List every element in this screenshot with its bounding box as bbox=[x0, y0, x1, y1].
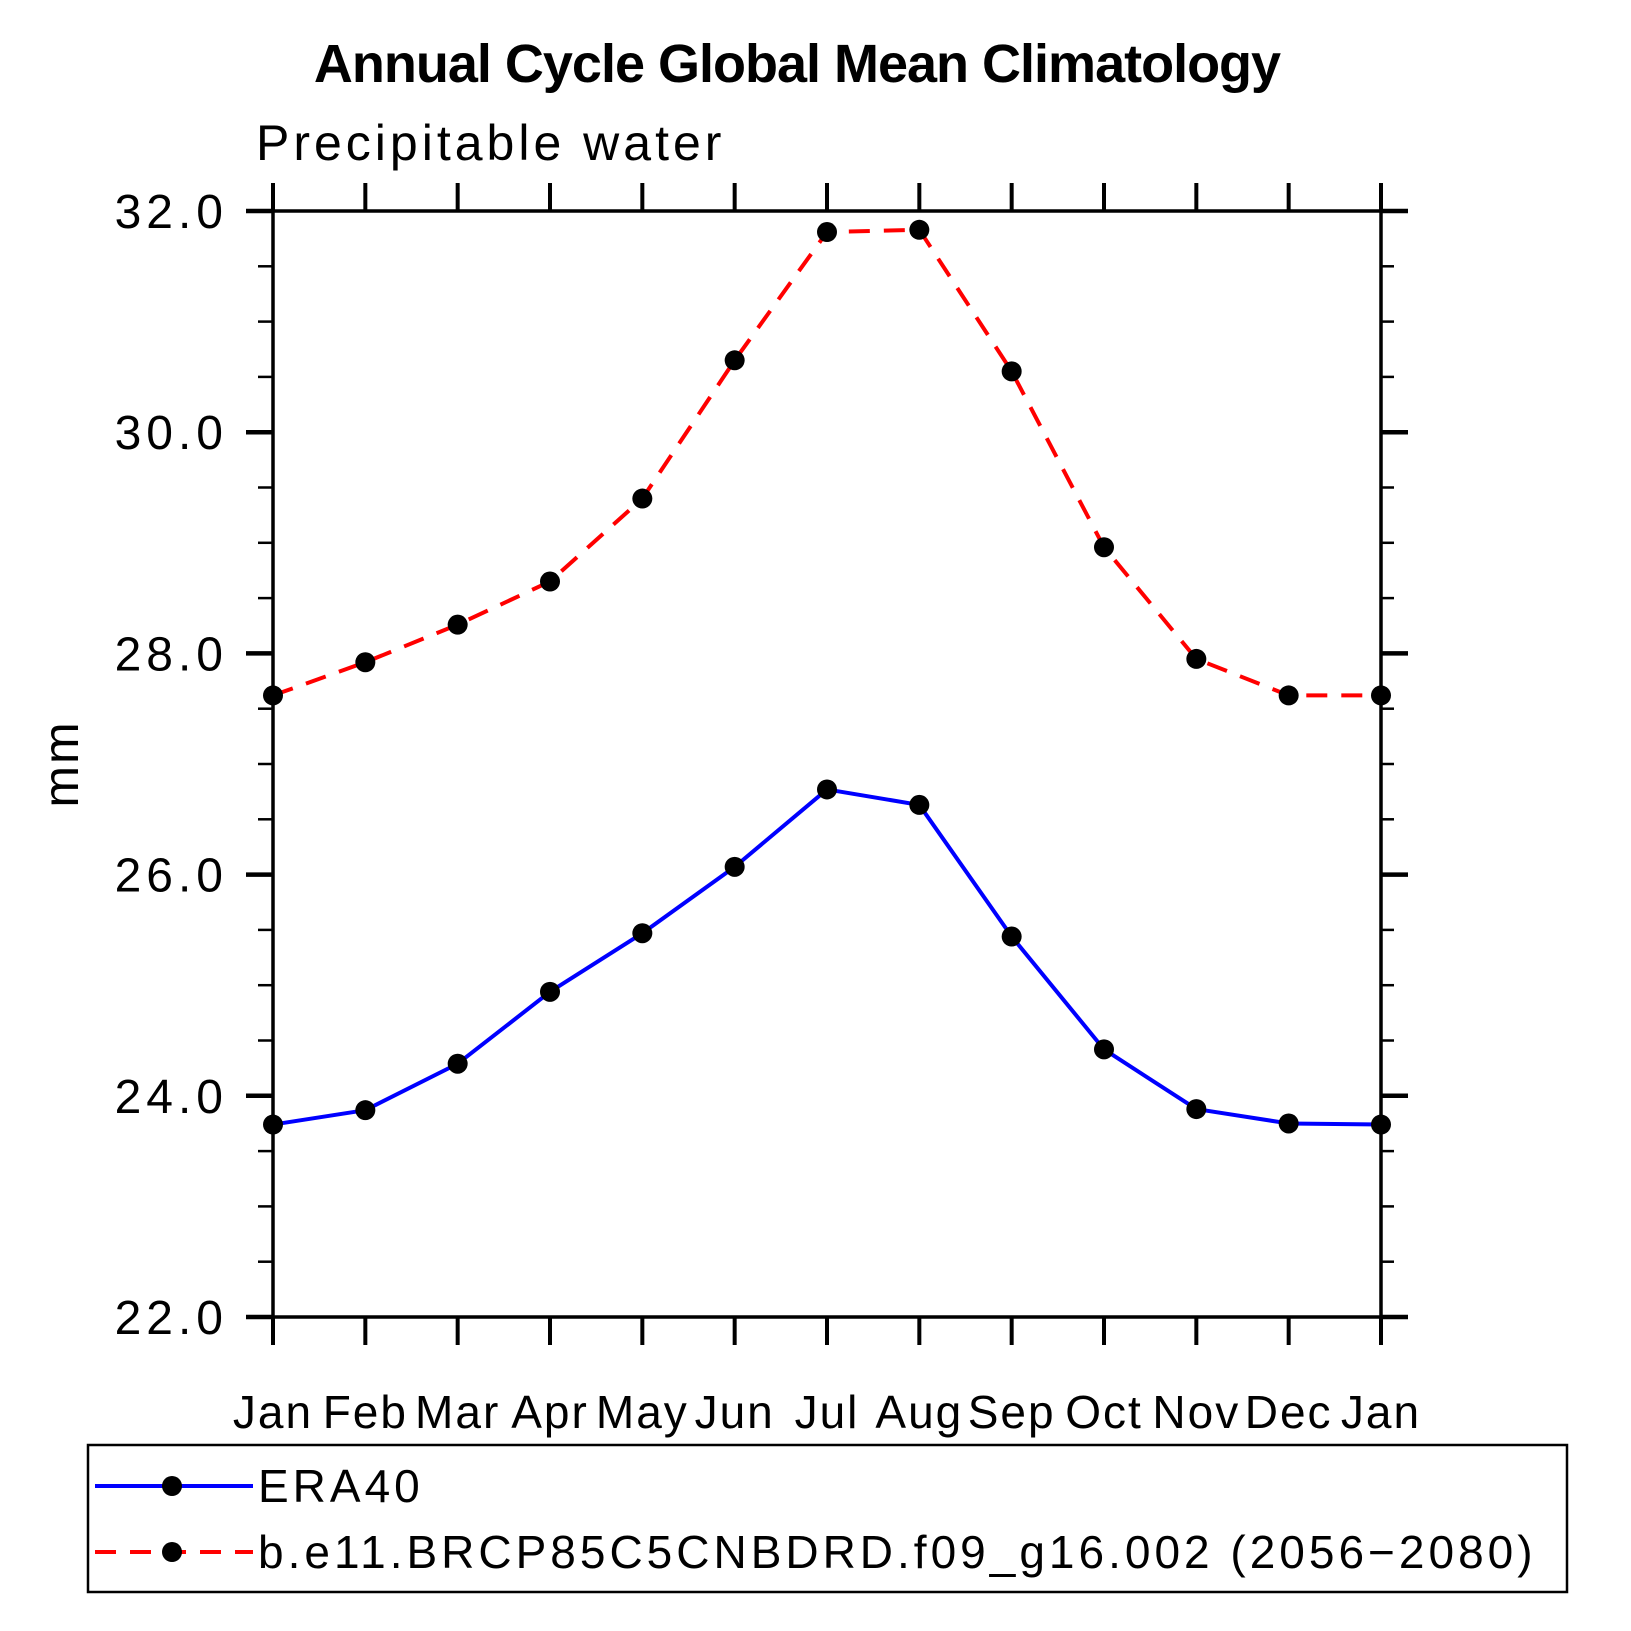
series-1-point-Sep bbox=[1001, 361, 1022, 382]
x-tick-label: Mar bbox=[415, 1386, 500, 1438]
series-1-point-Mar bbox=[447, 614, 468, 635]
chart-subtitle: Precipitable water bbox=[256, 115, 725, 171]
x-tick-label: Oct bbox=[1065, 1386, 1143, 1438]
y-tick-label: 22.0 bbox=[115, 1292, 228, 1345]
series-1-point-Jan bbox=[263, 685, 283, 706]
data-series bbox=[263, 219, 1391, 1135]
series-line-0 bbox=[272, 787, 1382, 1127]
series-1-point-May bbox=[632, 488, 653, 509]
x-tick-label: Jan bbox=[1341, 1386, 1421, 1438]
legend-marker-rcp85-dot bbox=[162, 1542, 182, 1562]
y-tick-label: 32.0 bbox=[115, 186, 228, 239]
series-1-point-Nov bbox=[1186, 648, 1207, 669]
series-0-point-Apr bbox=[540, 981, 560, 1002]
x-tick-label: May bbox=[596, 1386, 689, 1438]
x-tick-label: Jun bbox=[695, 1386, 775, 1438]
series-1-point-Jun bbox=[724, 350, 745, 371]
x-axis-tick-labels: Jan Feb Mar Apr May Jun Jul Aug Sep Oct Nov Dec Jan bbox=[233, 1386, 1421, 1438]
x-axis-ticks bbox=[271, 183, 1383, 1345]
y-axis-label: mm bbox=[33, 720, 89, 807]
y-axis-ticks bbox=[246, 208, 1408, 1320]
series-0-point-Jan bbox=[1371, 1114, 1391, 1135]
legend-label-era40: ERA40 bbox=[258, 1460, 424, 1512]
x-tick-label: Nov bbox=[1152, 1386, 1240, 1438]
series-0-point-May bbox=[632, 923, 653, 944]
series-line-1 bbox=[272, 227, 1381, 698]
series-0-point-Nov bbox=[1186, 1099, 1207, 1120]
chart-title: Annual Cycle Global Mean Climatology bbox=[314, 34, 1281, 94]
plot-frame-rect bbox=[271, 209, 1383, 1319]
legend-marker-era40-dot bbox=[162, 1476, 182, 1496]
x-tick-label: Jan bbox=[233, 1386, 313, 1438]
series-0-point-Sep bbox=[1001, 926, 1022, 947]
series-0-point-Jun bbox=[724, 856, 745, 877]
y-tick-label: 24.0 bbox=[115, 1071, 228, 1124]
x-tick-label: Apr bbox=[511, 1386, 589, 1438]
y-tick-label: 28.0 bbox=[115, 628, 228, 681]
series-1-point-Apr bbox=[540, 571, 560, 592]
x-tick-label: Feb bbox=[323, 1386, 408, 1438]
series-1-point-Oct bbox=[1094, 537, 1114, 558]
x-tick-label: Jul bbox=[795, 1386, 860, 1438]
series-1-point-Dec bbox=[1278, 685, 1299, 706]
series-1-point-Aug bbox=[909, 219, 930, 240]
series-0-point-Feb bbox=[355, 1100, 376, 1121]
legend-label-rcp85: b.e11.BRCP85C5CNBDRD.f09_g16.002 (2056−2… bbox=[258, 1526, 1537, 1578]
x-tick-label: Aug bbox=[875, 1386, 963, 1438]
y-tick-label: 26.0 bbox=[115, 850, 228, 903]
legend: ERA40 b.e11.BRCP85C5CNBDRD.f09_g16.002 (… bbox=[86, 1443, 1569, 1594]
series-0-point-Aug bbox=[909, 794, 930, 815]
x-tick-label: Sep bbox=[968, 1386, 1056, 1438]
plot-frame bbox=[271, 209, 1383, 1319]
series-0-point-Mar bbox=[447, 1053, 468, 1074]
y-axis-tick-labels: 22.0 24.0 26.0 28.0 30.0 32.0 bbox=[115, 186, 228, 1345]
y-tick-label: 30.0 bbox=[115, 407, 228, 460]
series-0-point-Jan bbox=[263, 1114, 283, 1135]
series-1-point-Jan bbox=[1371, 685, 1391, 706]
series-0-point-Jul bbox=[817, 779, 837, 800]
series-1-point-Jul bbox=[817, 222, 837, 243]
legend-box bbox=[86, 1443, 1569, 1594]
series-0-point-Oct bbox=[1094, 1039, 1114, 1060]
x-tick-label: Dec bbox=[1245, 1386, 1333, 1438]
series-1-point-Feb bbox=[355, 652, 376, 673]
series-0-point-Dec bbox=[1278, 1113, 1299, 1134]
